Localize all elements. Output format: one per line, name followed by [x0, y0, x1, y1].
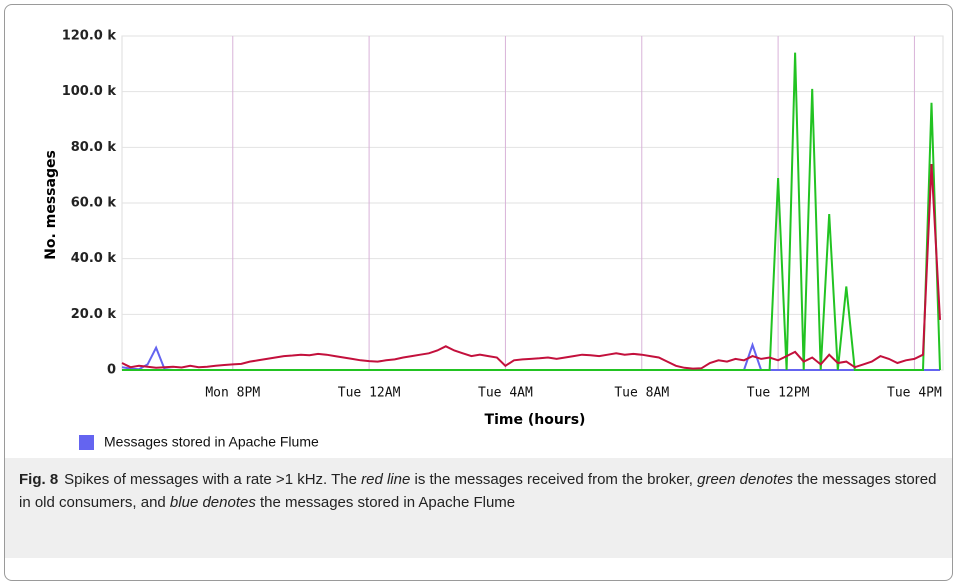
- y-tick-label: 120.0 k: [62, 29, 117, 44]
- caption-text: Spikes of messages with a rate >1 kHz. T…: [64, 471, 362, 488]
- caption-text: is the messages received from the broker…: [410, 471, 698, 488]
- x-tick-label: Tue 12AM: [338, 386, 401, 401]
- caption-label: Fig. 8: [19, 471, 59, 488]
- y-tick-label: 20.0 k: [71, 307, 117, 322]
- y-tick-label: 100.0 k: [62, 84, 117, 99]
- y-tick-label: 60.0 k: [71, 196, 117, 211]
- series-line: [122, 52, 941, 371]
- caption-text: the messages stored in Apache Flume: [255, 494, 516, 511]
- x-axis-label: Time (hours): [485, 412, 586, 428]
- caption-text: green denotes: [697, 471, 794, 488]
- x-tick-label: Mon 8PM: [205, 386, 260, 401]
- caption-text: the messages stored in old consumers, an…: [19, 471, 937, 511]
- y-tick-label: 40.0 k: [71, 251, 117, 266]
- legend-label: Messages stored in Apache Flume: [104, 434, 319, 450]
- caption-text: blue denotes: [169, 494, 256, 511]
- caption-text: red line: [361, 471, 411, 488]
- figure: No. messages Time (hours) 0 20.0 k 40.0 k 6…: [4, 4, 953, 581]
- y-axis-label: No. messages: [43, 150, 59, 260]
- chart: No. messages Time (hours) 0 20.0 k 40.0 k 6…: [43, 29, 944, 450]
- caption: Fig. 8 Spikes of messages with a rate >1 …: [5, 458, 952, 558]
- legend-swatch: [79, 435, 94, 450]
- x-tick-label: Tue 8AM: [614, 386, 669, 401]
- series-line: [121, 163, 941, 370]
- y-tick-label: 0: [107, 363, 116, 378]
- x-tick-label: Tue 4AM: [478, 386, 533, 401]
- x-tick-label: Tue 12PM: [747, 386, 810, 401]
- x-tick-label: Tue 4PM: [887, 386, 942, 401]
- y-tick-label: 80.0 k: [71, 140, 117, 155]
